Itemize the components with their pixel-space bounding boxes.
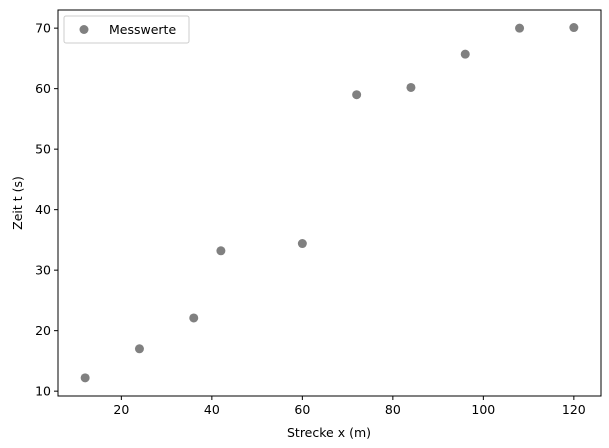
data-point <box>352 90 362 100</box>
y-axis-label: Zeit t (s) <box>10 176 25 230</box>
x-axis-label: Strecke x (m) <box>287 425 371 440</box>
legend-box <box>63 15 190 44</box>
y-tick-label: 10 <box>35 384 51 399</box>
y-tick-label: 20 <box>35 323 51 338</box>
legend: Messwerte <box>63 15 190 44</box>
x-tick-label: 20 <box>113 402 129 417</box>
x-tick-label: 40 <box>204 402 220 417</box>
data-point <box>297 239 307 249</box>
data-point <box>460 49 470 59</box>
x-tick-label: 60 <box>294 402 310 417</box>
data-point <box>216 246 226 256</box>
data-point <box>406 82 416 92</box>
data-points <box>80 23 579 383</box>
legend-label-messwerte: Messwerte <box>109 22 176 37</box>
x-tick-label: 120 <box>562 402 586 417</box>
plot-area <box>57 9 602 397</box>
x-tick-label: 100 <box>471 402 495 417</box>
data-point <box>80 373 90 383</box>
y-axis-ticks: 10 20 30 40 50 60 70 <box>35 21 58 399</box>
y-tick-label: 50 <box>35 142 51 157</box>
data-point <box>515 23 525 33</box>
x-tick-label: 80 <box>385 402 401 417</box>
data-point <box>134 344 144 354</box>
legend-marker <box>79 25 89 34</box>
y-tick-label: 60 <box>35 81 51 96</box>
data-point <box>569 23 579 33</box>
y-tick-label: 30 <box>35 263 51 278</box>
data-point <box>189 313 199 323</box>
x-axis-ticks: 20 40 60 80 100 120 <box>113 396 586 417</box>
y-tick-label: 70 <box>35 21 51 36</box>
y-tick-label: 40 <box>35 202 51 217</box>
